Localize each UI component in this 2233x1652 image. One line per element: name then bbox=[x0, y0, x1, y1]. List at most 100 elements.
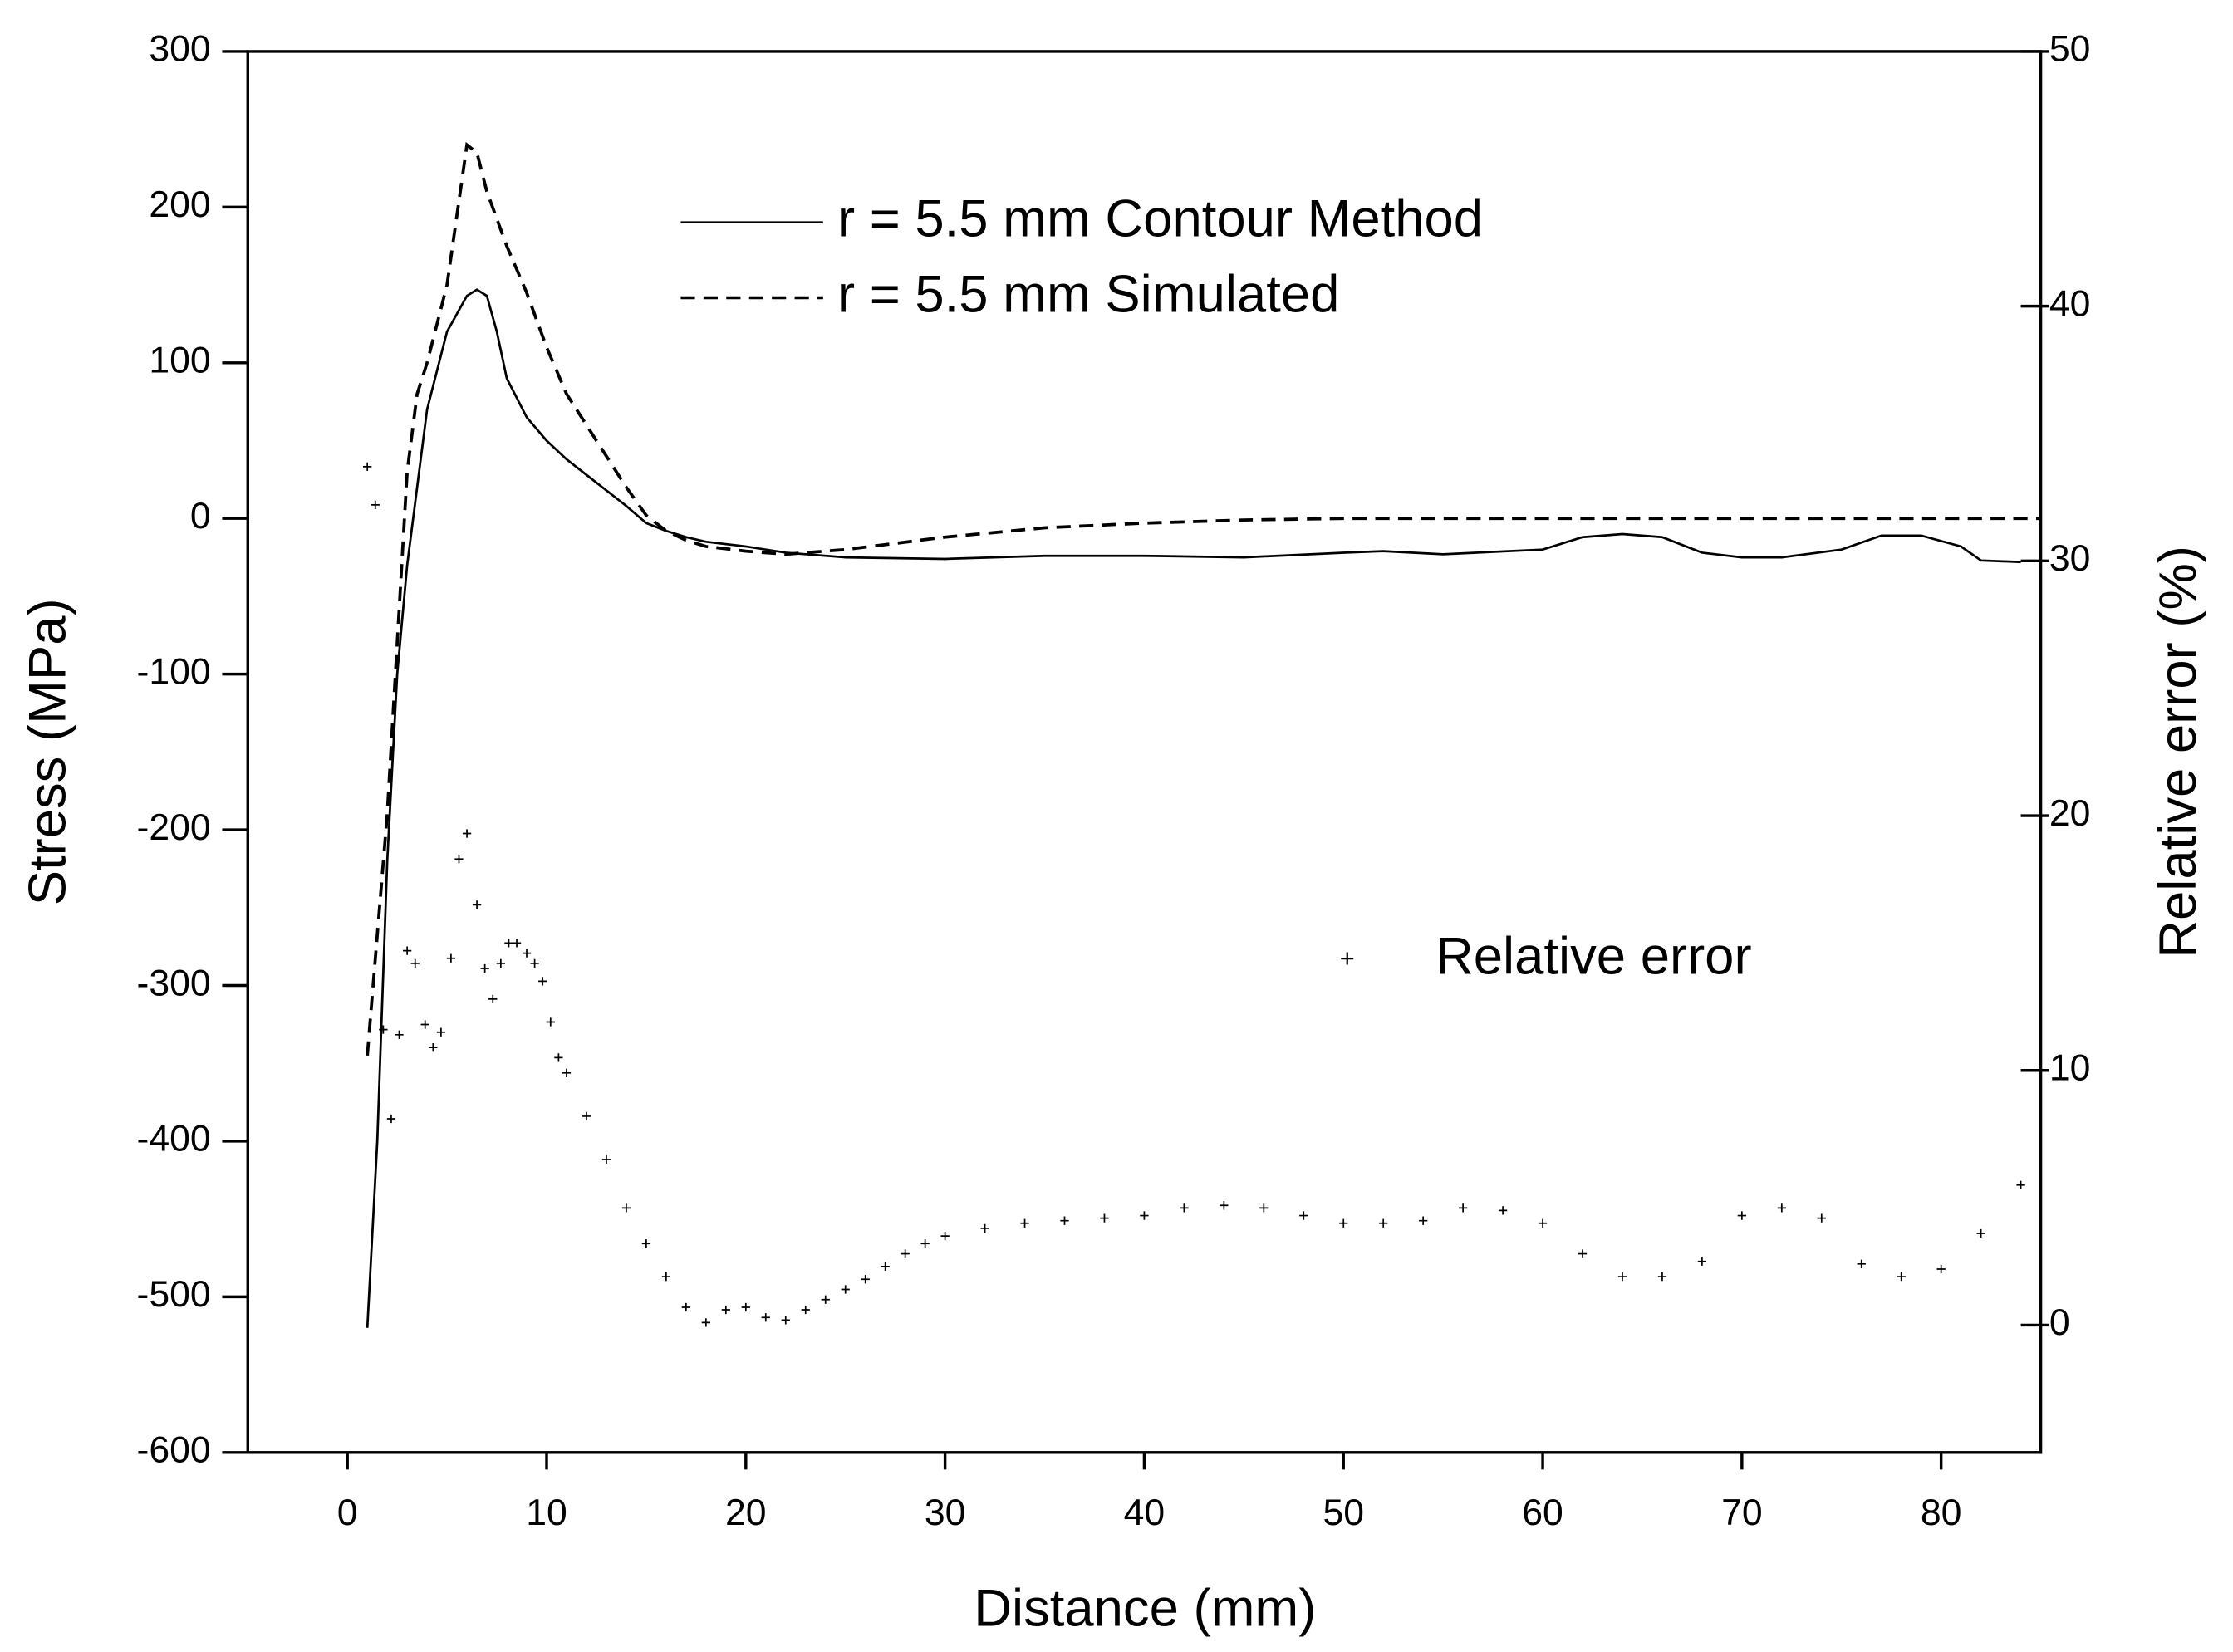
error-marker bbox=[496, 958, 505, 968]
x-tick-label: 10 bbox=[526, 1493, 567, 1533]
error-marker bbox=[661, 1272, 671, 1282]
error-marker bbox=[1140, 1211, 1149, 1220]
error-marker bbox=[1299, 1211, 1308, 1220]
y2-tick-label: 30 bbox=[2049, 538, 2091, 579]
y-tick-label: -300 bbox=[137, 963, 211, 1003]
error-marker bbox=[741, 1302, 750, 1312]
error-marker bbox=[1220, 1201, 1229, 1210]
error-marker bbox=[1897, 1272, 1906, 1282]
x-tick-label: 40 bbox=[1124, 1493, 1166, 1533]
error-marker bbox=[641, 1239, 651, 1248]
error-marker bbox=[1060, 1216, 1069, 1225]
error-marker bbox=[681, 1302, 691, 1312]
y2-tick-label: 0 bbox=[2049, 1302, 2070, 1343]
plot-frame bbox=[246, 50, 2043, 1454]
y2-tick-label: 20 bbox=[2049, 793, 2091, 834]
error-marker bbox=[1737, 1211, 1747, 1220]
error-marker bbox=[436, 1027, 446, 1037]
error-marker bbox=[861, 1275, 870, 1284]
y-tick-label: -400 bbox=[137, 1119, 211, 1159]
error-marker bbox=[522, 949, 532, 958]
error-marker bbox=[621, 1203, 631, 1213]
error-marker bbox=[1936, 1264, 1946, 1274]
y-tick-label: 100 bbox=[149, 341, 210, 381]
y2-tick-label: 40 bbox=[2049, 283, 2091, 324]
error-marker bbox=[1578, 1249, 1588, 1258]
error-marker bbox=[1657, 1272, 1667, 1282]
y-tick-label: -200 bbox=[137, 807, 211, 848]
error-marker bbox=[821, 1295, 830, 1304]
error-marker bbox=[395, 1030, 404, 1039]
error-marker bbox=[1180, 1203, 1189, 1213]
error-marker bbox=[554, 1053, 563, 1062]
error-marker bbox=[781, 1316, 790, 1325]
error-marker bbox=[1498, 1206, 1508, 1215]
error-marker bbox=[1817, 1213, 1826, 1223]
x-tick-label: 70 bbox=[1721, 1493, 1763, 1533]
x-tick-label: 20 bbox=[725, 1493, 767, 1533]
error-marker bbox=[721, 1305, 730, 1315]
x-tick-label: 0 bbox=[337, 1493, 358, 1533]
legend-label: r = 5.5 mm Contour Method bbox=[837, 189, 1483, 248]
error-marker bbox=[601, 1154, 611, 1164]
y-tick-label: 200 bbox=[149, 184, 210, 225]
error-marker bbox=[841, 1285, 850, 1294]
x-tick-label: 60 bbox=[1522, 1493, 1563, 1533]
y-axis-title: Stress (MPa) bbox=[18, 598, 76, 905]
error-marker bbox=[1458, 1203, 1468, 1213]
error-marker bbox=[429, 1042, 438, 1052]
series-line bbox=[366, 288, 2021, 1328]
error-marker bbox=[701, 1318, 710, 1327]
error-marker bbox=[1339, 1218, 1348, 1228]
y2-tick-label: 10 bbox=[2049, 1048, 2091, 1089]
error-marker bbox=[454, 855, 464, 864]
error-marker bbox=[801, 1305, 810, 1315]
x-tick-label: 50 bbox=[1323, 1493, 1364, 1533]
x-axis-title: Distance (mm) bbox=[974, 1580, 1316, 1638]
error-marker bbox=[472, 900, 482, 909]
error-marker bbox=[371, 500, 380, 509]
error-marker bbox=[530, 958, 539, 968]
error-marker bbox=[1976, 1228, 1985, 1238]
error-marker bbox=[504, 939, 513, 948]
error-marker bbox=[1697, 1257, 1707, 1266]
error-marker bbox=[1259, 1203, 1269, 1213]
error-marker bbox=[462, 829, 472, 838]
error-marker bbox=[1617, 1272, 1627, 1282]
error-marker bbox=[538, 977, 547, 986]
y-tick-label: 300 bbox=[149, 29, 210, 70]
error-marker bbox=[512, 939, 522, 948]
error-marker bbox=[940, 1231, 950, 1241]
error-marker bbox=[480, 963, 489, 973]
error-marker bbox=[446, 953, 456, 963]
error-marker bbox=[1538, 1218, 1548, 1228]
error-marker bbox=[901, 1249, 910, 1258]
error-marker bbox=[488, 994, 498, 1004]
y2-axis-title: Relative error (%) bbox=[2149, 546, 2207, 958]
error-marker bbox=[761, 1313, 770, 1322]
error-marker bbox=[1020, 1218, 1029, 1228]
y-tick-label: -600 bbox=[137, 1430, 211, 1471]
error-marker bbox=[363, 462, 372, 471]
y-tick-label: -100 bbox=[137, 651, 211, 692]
x-tick-label: 80 bbox=[1921, 1493, 1962, 1533]
legend-label: r = 5.5 mm Simulated bbox=[837, 265, 1339, 323]
error-marker bbox=[1100, 1213, 1109, 1223]
error-marker bbox=[881, 1262, 890, 1272]
y-tick-label: 0 bbox=[190, 496, 211, 537]
y-tick-label: -500 bbox=[137, 1274, 211, 1315]
error-marker bbox=[582, 1111, 591, 1121]
error-marker bbox=[379, 1025, 388, 1034]
x-tick-label: 30 bbox=[925, 1493, 966, 1533]
error-marker bbox=[386, 1114, 396, 1124]
error-marker bbox=[1419, 1216, 1428, 1225]
error-marker bbox=[980, 1223, 989, 1233]
error-marker bbox=[920, 1239, 930, 1248]
error-marker bbox=[1379, 1218, 1388, 1228]
series-line bbox=[366, 141, 2041, 1056]
error-marker bbox=[410, 958, 420, 968]
error-marker bbox=[1857, 1259, 1866, 1268]
error-marker bbox=[562, 1068, 572, 1077]
